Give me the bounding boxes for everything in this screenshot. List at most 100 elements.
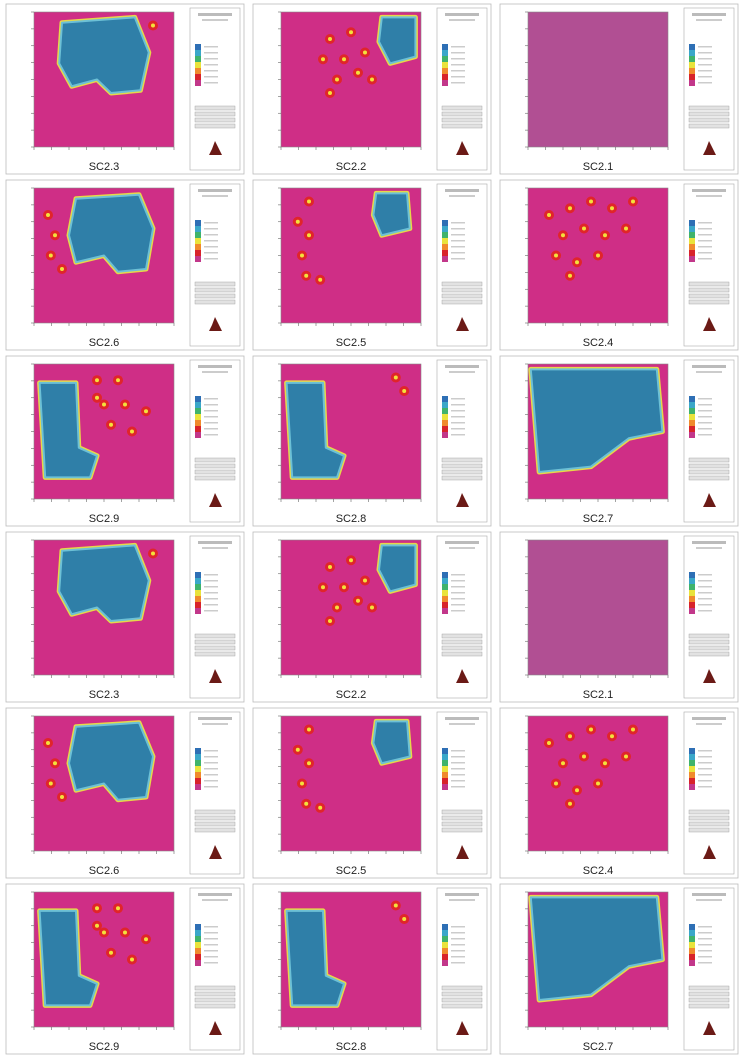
legend-line	[204, 592, 218, 594]
hotspot-core	[370, 605, 374, 610]
legend-line	[698, 750, 712, 752]
legend-line	[204, 222, 218, 224]
legend-line	[698, 58, 712, 60]
legend-swatch	[195, 784, 201, 790]
hotspot-core	[60, 795, 64, 799]
zone	[285, 909, 345, 1007]
legend-line	[451, 950, 465, 952]
logo	[209, 317, 222, 331]
hotspot-core	[575, 260, 579, 265]
hotspot-core	[356, 70, 360, 75]
legend-line	[451, 46, 465, 48]
hotspot-core	[342, 57, 346, 62]
legend-swatch	[442, 232, 448, 238]
legend-line	[451, 580, 465, 582]
legend-swatch	[442, 772, 448, 778]
legend-title	[202, 19, 228, 21]
hotspot-core	[561, 761, 565, 766]
hotspot-core	[363, 578, 367, 583]
legend-swatch	[689, 56, 695, 62]
hotspot-core	[335, 77, 339, 82]
panel: SC2.1	[499, 3, 739, 175]
legend-swatch	[689, 44, 695, 50]
legend-line	[698, 234, 712, 236]
panel: SC2.8	[252, 883, 492, 1055]
legend-line	[451, 962, 465, 964]
legend-line	[451, 774, 465, 776]
legend-grid	[194, 287, 236, 293]
legend-line	[204, 434, 218, 436]
legend-line	[451, 756, 465, 758]
legend-grid	[688, 639, 730, 645]
hotspot-core	[624, 754, 628, 759]
legend-grid	[194, 827, 236, 833]
logo	[456, 845, 469, 859]
panel: SC2.6	[5, 179, 245, 351]
legend-swatch	[195, 432, 201, 438]
legend-swatch	[195, 62, 201, 68]
legend-swatch	[442, 578, 448, 584]
panel: SC2.7	[499, 883, 739, 1055]
legend-line	[204, 416, 218, 418]
legend-grid	[194, 1003, 236, 1009]
legend-swatch	[442, 754, 448, 760]
legend-swatch	[442, 766, 448, 772]
legend-line	[698, 258, 712, 260]
legend-swatch	[442, 954, 448, 960]
legend-swatch	[689, 426, 695, 432]
legend-swatch	[689, 784, 695, 790]
map-field	[527, 539, 669, 676]
legend-title	[449, 547, 475, 549]
hotspot-core	[582, 226, 586, 231]
legend-grid	[688, 475, 730, 481]
legend-line	[204, 252, 218, 254]
legend-line	[204, 950, 218, 952]
hotspot-core	[554, 253, 558, 258]
legend-grid	[441, 117, 483, 123]
hotspot-core	[610, 734, 614, 739]
hotspot-core	[295, 747, 300, 752]
hotspot-core	[48, 781, 53, 786]
legend-swatch	[442, 608, 448, 614]
zone	[529, 896, 664, 1001]
hotspot-core	[402, 917, 407, 921]
hotspot-core	[603, 233, 607, 238]
legend-grid	[441, 991, 483, 997]
legend-title	[445, 189, 479, 192]
legend-line	[698, 932, 712, 934]
legend-line	[204, 410, 218, 412]
legend-title	[198, 717, 232, 720]
legend-grid	[688, 815, 730, 821]
legend-grid	[194, 117, 236, 123]
legend-line	[451, 240, 465, 242]
logo	[703, 493, 716, 507]
legend-line	[204, 604, 218, 606]
legend-swatch	[689, 760, 695, 766]
legend-grid	[688, 463, 730, 469]
legend-line	[451, 786, 465, 788]
hotspot-core	[568, 206, 572, 211]
panel-label: SC2.5	[336, 337, 367, 349]
legend-swatch	[195, 220, 201, 226]
legend-line	[451, 52, 465, 54]
panel: SC2.2	[252, 3, 492, 175]
legend-grid	[194, 469, 236, 475]
hotspot-core	[130, 429, 134, 434]
legend-line	[451, 592, 465, 594]
logo	[703, 845, 716, 859]
legend-swatch	[195, 56, 201, 62]
legend-line	[698, 70, 712, 72]
legend-line	[698, 228, 712, 230]
legend-swatch	[195, 244, 201, 250]
panel-label: SC2.3	[89, 161, 120, 173]
legend-line	[204, 422, 218, 424]
hotspot-core	[328, 565, 332, 569]
hotspot-core	[123, 930, 127, 935]
hotspot-core	[95, 378, 99, 383]
legend-swatch	[195, 572, 201, 578]
panel-label: SC2.5	[336, 865, 367, 877]
legend-line	[451, 410, 465, 412]
legend-grid	[688, 117, 730, 123]
legend-title	[445, 13, 479, 16]
legend-line	[698, 938, 712, 940]
